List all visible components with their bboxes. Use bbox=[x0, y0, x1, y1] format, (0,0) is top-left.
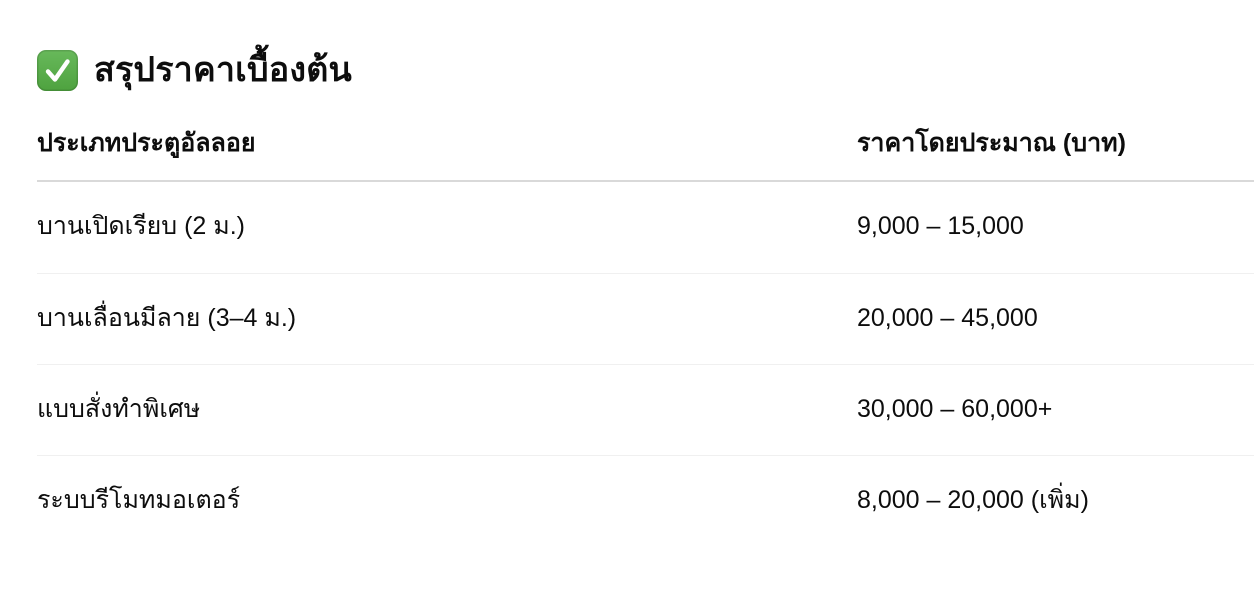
table-header-row: ประเภทประตูอัลลอย ราคาโดยประมาณ (บาท) bbox=[37, 124, 1254, 183]
column-header-price: ราคาโดยประมาณ (บาท) bbox=[857, 129, 1126, 158]
table-row: แบบสั่งทำพิเศษ 30,000 – 60,000+ bbox=[37, 365, 1254, 457]
cell-door-type: บานเลื่อนมีลาย (3–4 ม.) bbox=[37, 303, 297, 332]
cell-price: 20,000 – 45,000 bbox=[857, 303, 1038, 332]
table-body: บานเปิดเรียบ (2 ม.) 9,000 – 15,000 บานเล… bbox=[37, 182, 1254, 546]
table-row: บานเปิดเรียบ (2 ม.) 9,000 – 15,000 bbox=[37, 182, 1254, 274]
table-row: บานเลื่อนมีลาย (3–4 ม.) 20,000 – 45,000 bbox=[37, 274, 1254, 365]
cell-door-type: แบบสั่งทำพิเศษ bbox=[37, 394, 201, 423]
page-title-text: สรุปราคาเบื้องต้น bbox=[94, 51, 352, 89]
cell-door-type: บานเปิดเรียบ (2 ม.) bbox=[37, 212, 246, 241]
cell-price: 8,000 – 20,000 (เพิ่ม) bbox=[857, 486, 1089, 515]
column-header-door-type: ประเภทประตูอัลลอย bbox=[37, 129, 256, 158]
cell-price: 9,000 – 15,000 bbox=[857, 212, 1024, 241]
price-table: ประเภทประตูอัลลอย ราคาโดยประมาณ (บาท) บา… bbox=[37, 124, 1254, 546]
table-row: ระบบรีโมทมอเตอร์ 8,000 – 20,000 (เพิ่ม) bbox=[37, 456, 1254, 546]
check-mark-icon bbox=[37, 49, 78, 91]
page-title: สรุปราคาเบื้องต้น bbox=[37, 48, 1254, 92]
summary-section: สรุปราคาเบื้องต้น ประเภทประตูอัลลอย ราคา… bbox=[37, 48, 1254, 546]
cell-door-type: ระบบรีโมทมอเตอร์ bbox=[37, 486, 241, 515]
cell-price: 30,000 – 60,000+ bbox=[857, 394, 1053, 423]
